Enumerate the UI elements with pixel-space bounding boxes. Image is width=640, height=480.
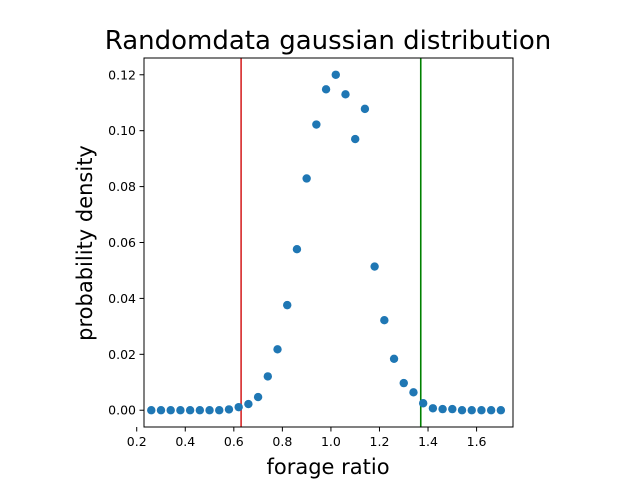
data-point bbox=[166, 406, 175, 415]
y-tick-label: 0.00 bbox=[108, 403, 136, 418]
data-point bbox=[457, 406, 467, 415]
x-axis: 0.2 0.4 0.6 0.8 1.0 1.2 1.4 1.6 bbox=[127, 427, 487, 449]
data-point bbox=[224, 405, 234, 414]
x-axis-label: forage ratio bbox=[266, 455, 389, 479]
data-point bbox=[321, 85, 331, 94]
x-tick-label: 0.6 bbox=[224, 434, 244, 449]
y-tick-label: 0.10 bbox=[108, 123, 136, 138]
y-tick-label: 0.12 bbox=[108, 67, 136, 82]
data-point bbox=[360, 104, 370, 114]
data-point bbox=[185, 406, 195, 415]
data-point bbox=[312, 120, 321, 129]
data-point bbox=[215, 406, 224, 415]
data-point bbox=[438, 404, 447, 414]
data-point bbox=[467, 406, 476, 415]
x-tick-label: 1.0 bbox=[321, 434, 341, 449]
data-point bbox=[351, 134, 360, 144]
y-axis: 0.00 0.02 0.04 0.06 0.08 0.10 0.12 bbox=[108, 67, 144, 418]
data-point bbox=[399, 378, 408, 388]
y-tick-label: 0.04 bbox=[108, 291, 136, 306]
x-tick-label: 0.8 bbox=[272, 434, 292, 449]
x-tick-label: 0.4 bbox=[175, 434, 195, 449]
data-point bbox=[283, 300, 292, 310]
data-point bbox=[244, 399, 253, 409]
x-tick-label: 1.6 bbox=[467, 434, 487, 449]
data-point bbox=[496, 406, 506, 415]
data-point bbox=[448, 404, 457, 414]
data-point bbox=[409, 388, 418, 397]
x-tick-label: 0.2 bbox=[127, 434, 147, 449]
x-tick-label: 1.4 bbox=[418, 434, 438, 449]
y-tick-label: 0.02 bbox=[108, 347, 136, 362]
data-point bbox=[331, 70, 340, 79]
data-point bbox=[302, 174, 311, 183]
plot-frame bbox=[143, 57, 514, 428]
data-point bbox=[195, 406, 205, 415]
data-point bbox=[234, 402, 243, 412]
data-point bbox=[389, 354, 399, 363]
y-tick-label: 0.06 bbox=[108, 235, 136, 250]
data-point bbox=[428, 404, 438, 413]
plot-area bbox=[143, 57, 514, 428]
data-point bbox=[263, 372, 273, 381]
chart-title: Randomdata gaussian distribution bbox=[105, 26, 552, 56]
data-point bbox=[273, 345, 282, 354]
y-tick-label: 0.08 bbox=[108, 179, 136, 194]
data-point bbox=[205, 406, 214, 415]
data-point bbox=[418, 399, 428, 408]
data-point bbox=[486, 406, 496, 415]
data-point bbox=[253, 392, 263, 402]
data-point bbox=[292, 245, 302, 254]
data-point bbox=[147, 406, 156, 415]
data-point bbox=[477, 406, 486, 415]
data-point bbox=[156, 406, 166, 415]
data-point bbox=[176, 406, 185, 415]
data-point bbox=[341, 90, 350, 99]
data-point bbox=[380, 316, 389, 325]
data-point bbox=[370, 262, 379, 271]
y-axis-label: probability density bbox=[73, 145, 97, 341]
x-tick-label: 1.2 bbox=[370, 434, 390, 449]
